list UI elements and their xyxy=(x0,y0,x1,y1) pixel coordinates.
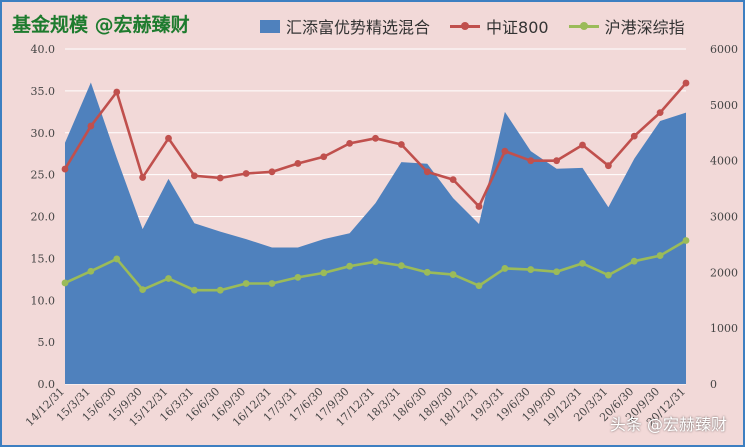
right-tick-label: 0 xyxy=(710,378,717,391)
legend-swatch-hk-index xyxy=(568,20,599,32)
point-hk-index xyxy=(475,282,483,290)
right-tick-label: 2000 xyxy=(710,266,738,279)
point-hk-index xyxy=(579,260,586,267)
point-hk-index xyxy=(61,279,69,287)
point-csi800 xyxy=(501,147,509,155)
point-hk-index xyxy=(527,266,535,273)
point-csi800 xyxy=(61,165,69,173)
point-csi800 xyxy=(113,88,121,96)
legend-item-csi800: 中证800 xyxy=(450,14,549,38)
right-tick-label: 1000 xyxy=(710,322,738,335)
point-csi800 xyxy=(139,174,147,181)
right-tick-label: 6000 xyxy=(710,43,738,56)
point-hk-index xyxy=(242,280,250,287)
left-tick-label: 30.0 xyxy=(31,127,56,140)
point-csi800 xyxy=(553,157,561,165)
point-hk-index xyxy=(268,280,276,287)
point-csi800 xyxy=(346,139,354,147)
point-csi800 xyxy=(87,122,95,130)
left-tick-label: 35.0 xyxy=(31,85,56,98)
point-csi800 xyxy=(630,132,638,140)
point-hk-index xyxy=(553,268,561,276)
left-tick-label: 25.0 xyxy=(31,169,56,182)
left-tick-label: 40.0 xyxy=(31,43,56,56)
point-hk-index xyxy=(190,286,198,294)
right-tick-label: 3000 xyxy=(710,211,738,224)
legend-label-csi800: 中证800 xyxy=(486,18,549,37)
point-csi800 xyxy=(268,168,276,176)
point-hk-index xyxy=(372,258,379,266)
legend: 汇添富优势精选混合 中证800 沪港深综指 xyxy=(260,14,705,38)
point-hk-index xyxy=(165,275,172,282)
point-csi800 xyxy=(656,109,664,117)
point-hk-index xyxy=(449,271,457,278)
point-hk-index xyxy=(216,286,224,294)
point-hk-index xyxy=(397,262,405,270)
legend-swatch-fund xyxy=(260,19,280,33)
point-hk-index xyxy=(294,273,302,281)
right-tick-label: 5000 xyxy=(710,99,738,112)
point-csi800 xyxy=(397,141,405,148)
point-csi800 xyxy=(475,203,483,210)
point-csi800 xyxy=(190,172,198,180)
watermark: 头条 @宏赫臻财 xyxy=(609,415,727,434)
point-csi800 xyxy=(682,79,690,87)
point-csi800 xyxy=(216,174,224,182)
point-csi800 xyxy=(320,153,328,161)
left-tick-label: 0.0 xyxy=(38,378,56,391)
point-hk-index xyxy=(630,257,638,265)
point-csi800 xyxy=(294,160,302,167)
legend-swatch-csi800 xyxy=(450,20,481,32)
point-csi800 xyxy=(604,162,612,170)
point-hk-index xyxy=(682,237,690,244)
point-csi800 xyxy=(423,168,431,176)
left-tick-label: 10.0 xyxy=(31,294,56,307)
point-csi800 xyxy=(165,134,172,142)
chart-title: 基金规模 @宏赫臻财 xyxy=(12,14,190,36)
point-hk-index xyxy=(423,268,431,276)
legend-label-hk-index: 沪港深综指 xyxy=(604,18,685,37)
point-hk-index xyxy=(87,267,95,275)
area-fund-size xyxy=(65,82,686,384)
left-tick-label: 20.0 xyxy=(31,211,56,224)
point-hk-index xyxy=(139,286,147,294)
point-hk-index xyxy=(604,271,612,279)
point-csi800 xyxy=(372,134,379,142)
point-csi800 xyxy=(449,176,457,184)
left-tick-label: 15.0 xyxy=(31,252,56,265)
point-hk-index xyxy=(501,265,509,272)
legend-label-fund: 汇添富优势精选混合 xyxy=(286,18,431,37)
point-csi800 xyxy=(242,170,250,177)
right-tick-label: 4000 xyxy=(710,155,738,168)
point-hk-index xyxy=(656,252,664,259)
point-hk-index xyxy=(346,262,354,270)
point-csi800 xyxy=(527,157,535,165)
legend-item-hk-index: 沪港深综指 xyxy=(568,14,685,38)
point-csi800 xyxy=(579,141,586,149)
left-tick-label: 5.0 xyxy=(38,336,56,349)
point-hk-index xyxy=(113,255,121,263)
point-hk-index xyxy=(320,269,328,277)
legend-item-fund: 汇添富优势精选混合 xyxy=(260,14,430,38)
